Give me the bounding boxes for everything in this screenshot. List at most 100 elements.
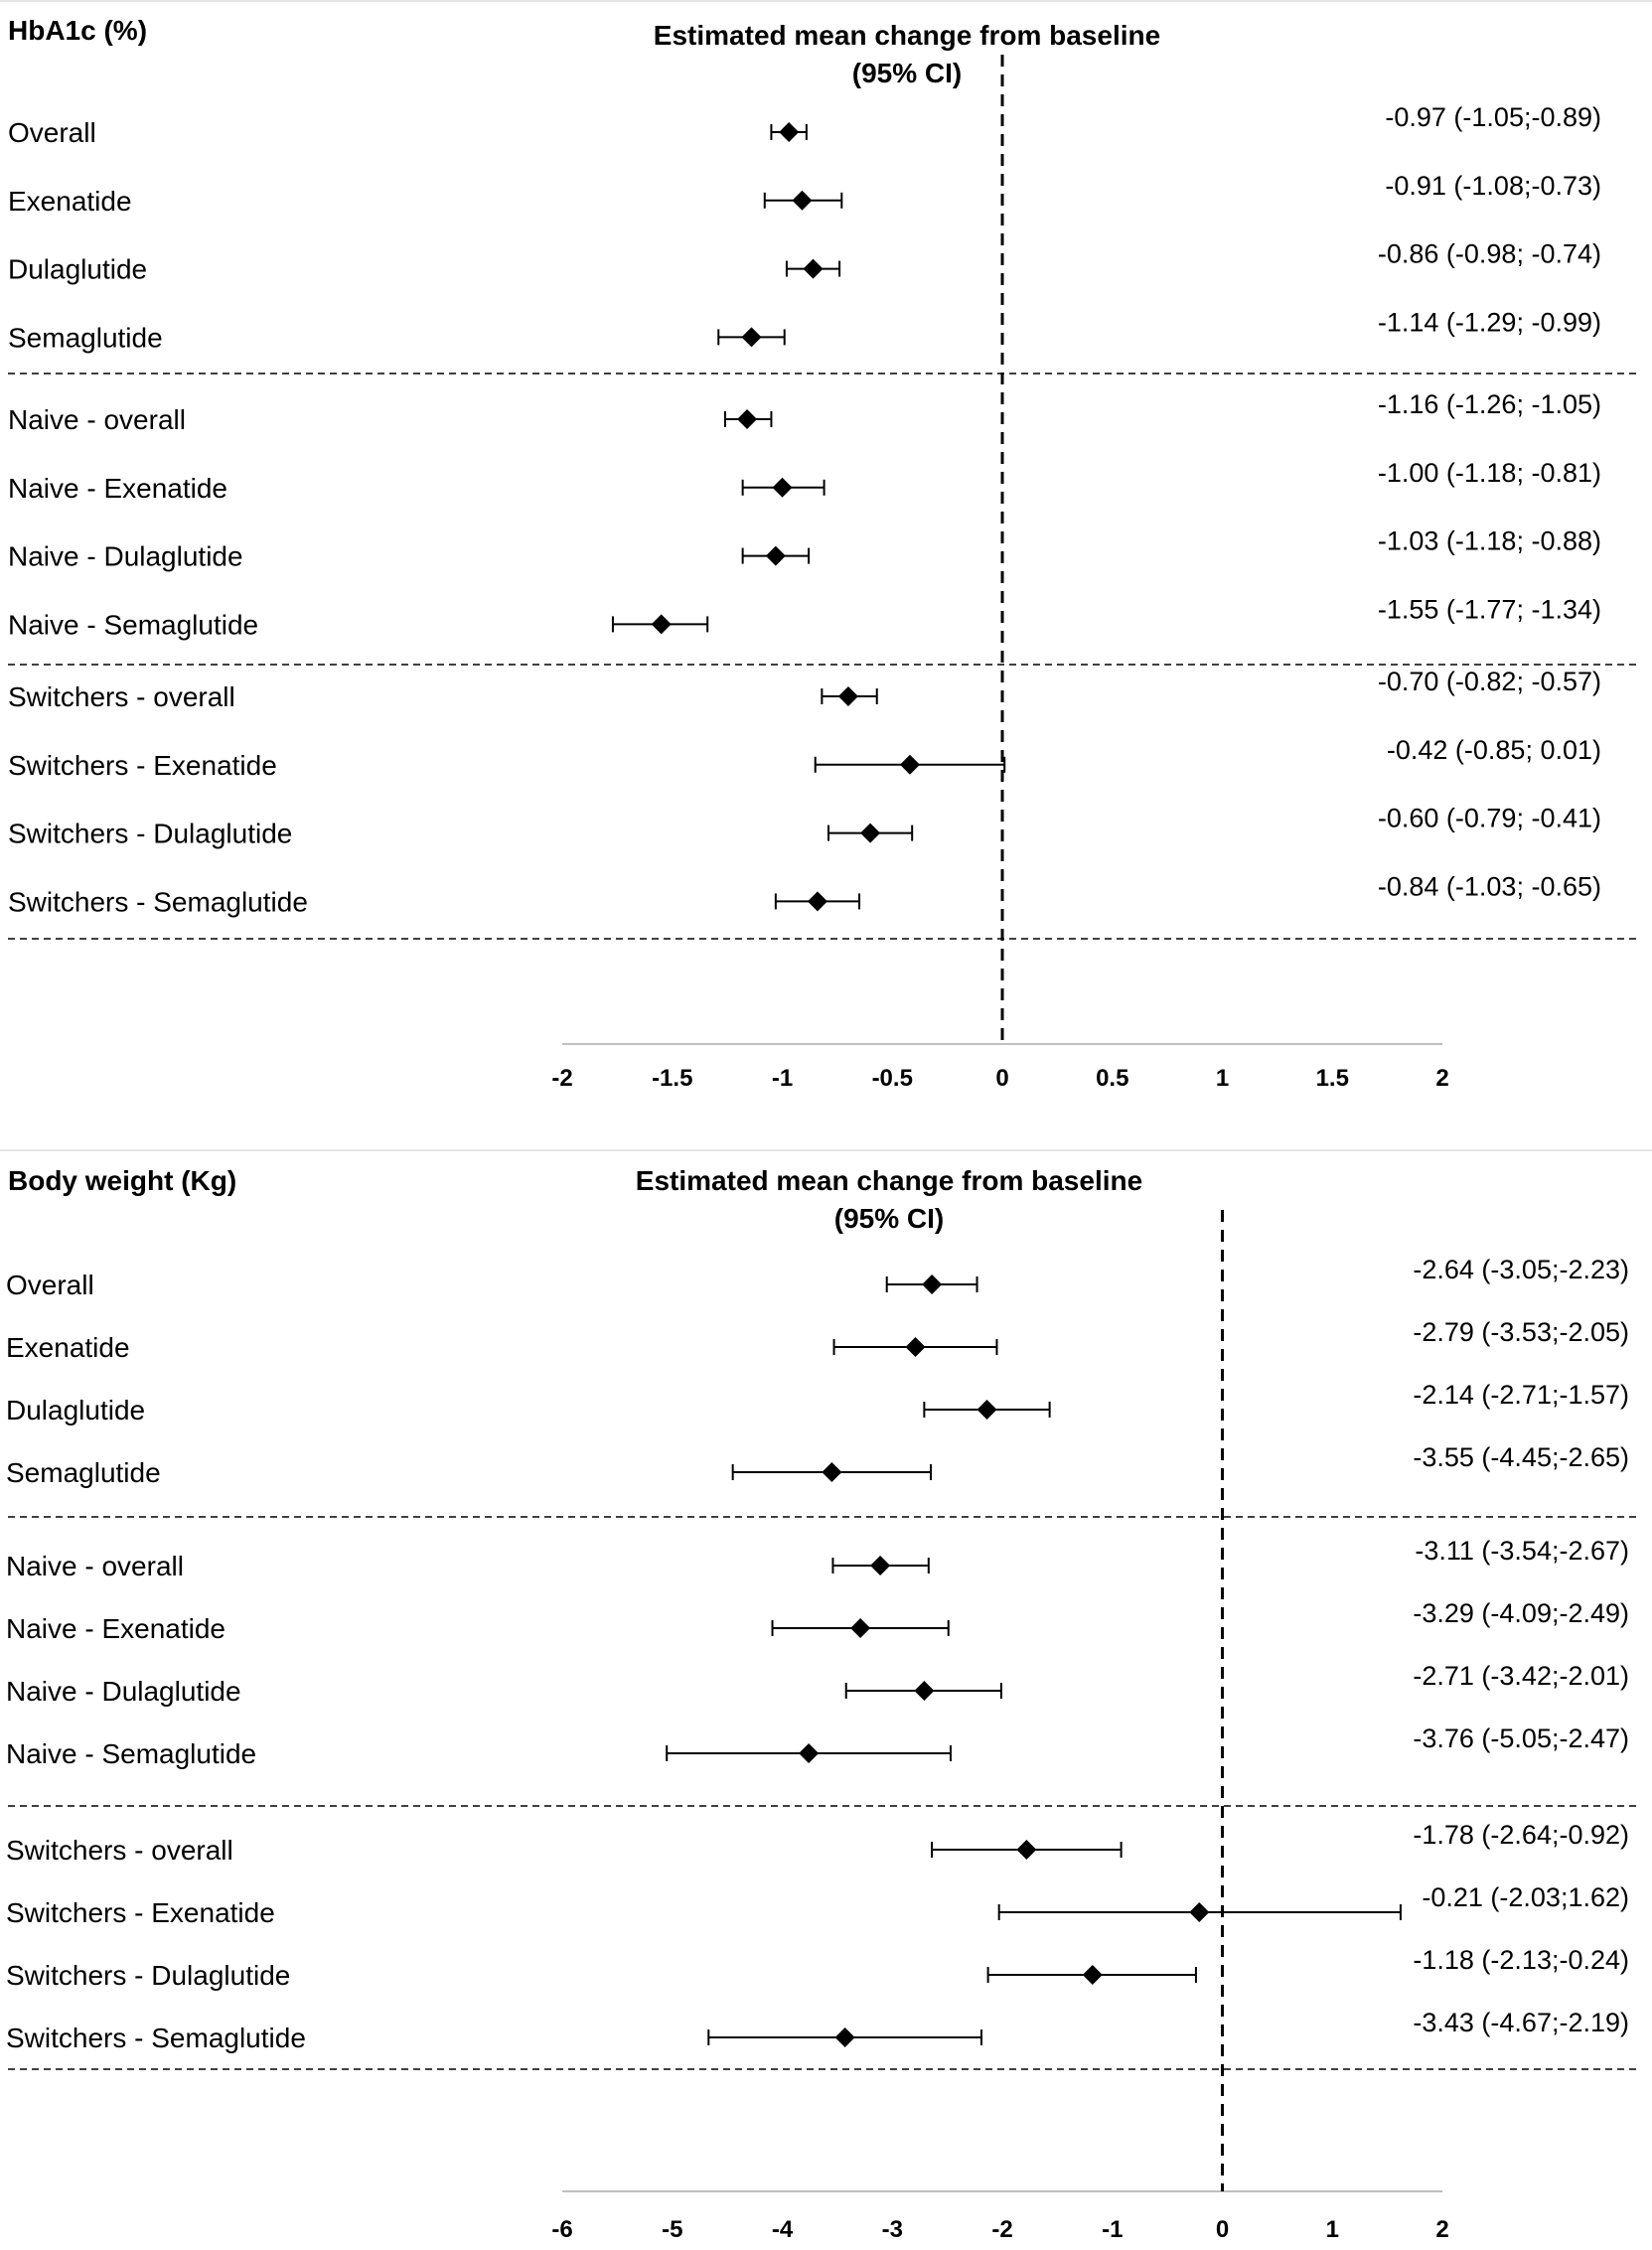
body-weight-x-tick-label: 1 xyxy=(1326,2216,1339,2243)
row-estimate-text: -0.91 (-1.08;-0.73) xyxy=(1385,171,1601,201)
row-label: Naive - Semaglutide xyxy=(6,1738,256,1769)
row-label: Naive - overall xyxy=(8,404,186,435)
body-weight-x-tick-label: 0 xyxy=(1216,2216,1229,2243)
estimate-diamond-marker xyxy=(792,190,813,211)
row-label: Naive - Dulaglutide xyxy=(6,1676,241,1707)
row-estimate-text: -2.14 (-2.71;-1.57) xyxy=(1413,1380,1629,1410)
row-label: Overall xyxy=(8,117,96,148)
estimate-diamond-marker xyxy=(870,1556,891,1575)
body-weight-x-tick-label: -5 xyxy=(662,2216,682,2243)
row-label: Exenatide xyxy=(6,1332,130,1363)
row-estimate-text: -3.55 (-4.45;-2.65) xyxy=(1413,1442,1629,1472)
hba1c-forest-row: Naive - Exenatide -1.00 (-1.18; -0.81) xyxy=(8,458,1601,504)
estimate-diamond-marker xyxy=(899,754,920,775)
hba1c-panel-title: HbA1c (%) xyxy=(8,15,147,46)
estimate-diamond-marker xyxy=(976,1400,997,1420)
panel-top-border xyxy=(0,0,1652,2)
body-weight-forest-row: Naive - Dulaglutide -2.71 (-3.42;-2.01) xyxy=(6,1661,1629,1707)
body-weight-forest-row: Switchers - Exenatide -0.21 (-2.03;1.62) xyxy=(6,1882,1629,1928)
hba1c-forest-row: Semaglutide -1.14 (-1.29; -0.99) xyxy=(8,307,1601,353)
body-weight-forest-panel: Body weight (Kg) Estimated mean change f… xyxy=(6,1165,1639,2243)
estimate-diamond-marker xyxy=(765,545,786,566)
body-weight-panel-title: Body weight (Kg) xyxy=(8,1165,236,1196)
body-weight-forest-row: Naive - Exenatide -3.29 (-4.09;-2.49) xyxy=(6,1598,1629,1644)
estimate-diamond-marker xyxy=(905,1337,926,1357)
body-weight-title-line1: Estimated mean change from baseline xyxy=(636,1165,1142,1196)
hba1c-forest-panel: HbA1c (%) Estimated mean change from bas… xyxy=(8,15,1639,1092)
row-label: Naive - Exenatide xyxy=(6,1613,225,1644)
row-estimate-text: -2.79 (-3.53;-2.05) xyxy=(1413,1317,1629,1347)
hba1c-forest-row: Switchers - Dulaglutide -0.60 (-0.79; -0.… xyxy=(8,804,1601,849)
hba1c-x-tick-label: -1.5 xyxy=(652,1065,692,1092)
row-label: Switchers - Dulaglutide xyxy=(8,819,292,849)
estimate-diamond-marker xyxy=(737,409,758,429)
hba1c-forest-row: Dulaglutide -0.86 (-0.98; -0.74) xyxy=(8,239,1601,285)
estimate-diamond-marker xyxy=(1082,1965,1103,1985)
hba1c-x-tick-label: -1 xyxy=(772,1065,793,1092)
row-label: Switchers - Semaglutide xyxy=(6,2023,306,2053)
row-estimate-text: -3.11 (-3.54;-2.67) xyxy=(1415,1536,1629,1566)
body-weight-x-tick-label: -2 xyxy=(991,2216,1012,2243)
row-estimate-text: -0.21 (-2.03;1.62) xyxy=(1422,1882,1629,1912)
row-label: Exenatide xyxy=(8,186,132,217)
estimate-diamond-marker xyxy=(799,1743,820,1763)
estimate-diamond-marker xyxy=(850,1618,871,1638)
estimate-diamond-marker xyxy=(834,2027,855,2047)
body-weight-forest-row: Exenatide -2.79 (-3.53;-2.05) xyxy=(6,1317,1629,1363)
body-weight-forest-row: Semaglutide -3.55 (-4.45;-2.65) xyxy=(6,1442,1629,1488)
row-label: Naive - overall xyxy=(6,1551,184,1581)
estimate-diamond-marker xyxy=(772,477,793,498)
estimate-diamond-marker xyxy=(822,1462,842,1482)
hba1c-x-tick-label: -0.5 xyxy=(872,1065,913,1092)
body-weight-forest-row: Dulaglutide -2.14 (-2.71;-1.57) xyxy=(6,1380,1629,1425)
hba1c-x-tick-label: 0 xyxy=(995,1065,1008,1092)
row-estimate-text: -3.76 (-5.05;-2.47) xyxy=(1413,1724,1629,1753)
hba1c-x-tick-label: 1.5 xyxy=(1316,1065,1349,1092)
body-weight-title-line2: (95% CI) xyxy=(834,1203,944,1234)
row-estimate-text: -0.42 (-0.85; 0.01) xyxy=(1387,735,1601,765)
row-label: Naive - Semaglutide xyxy=(8,609,258,640)
body-weight-forest-row: Switchers - Semaglutide -3.43 (-4.67;-2.1… xyxy=(6,2008,1629,2053)
estimate-diamond-marker xyxy=(779,122,800,142)
body-weight-x-tick-label: -3 xyxy=(882,2216,903,2243)
estimate-diamond-marker xyxy=(807,891,827,912)
row-estimate-text: -0.84 (-1.03; -0.65) xyxy=(1378,871,1601,901)
body-weight-forest-row: Overall -2.64 (-3.05;-2.23) xyxy=(6,1255,1629,1300)
hba1c-title-line2: (95% CI) xyxy=(852,58,962,88)
estimate-diamond-marker xyxy=(922,1275,943,1294)
estimate-diamond-marker xyxy=(837,686,858,706)
row-estimate-text: -0.86 (-0.98; -0.74) xyxy=(1378,239,1601,269)
row-label: Dulaglutide xyxy=(6,1395,145,1425)
hba1c-x-tick-label: 0.5 xyxy=(1096,1065,1128,1092)
hba1c-forest-row: Switchers - overall -0.70 (-0.82; -0.57) xyxy=(8,667,1601,712)
hba1c-title-line1: Estimated mean change from baseline xyxy=(654,20,1160,51)
row-label: Naive - Exenatide xyxy=(8,473,227,504)
row-label: Switchers - Exenatide xyxy=(6,1897,275,1928)
panel-divider xyxy=(0,1149,1652,1151)
hba1c-x-tick-label: 1 xyxy=(1216,1065,1229,1092)
body-weight-forest-row: Switchers - overall -1.78 (-2.64;-0.92) xyxy=(6,1820,1629,1866)
body-weight-x-tick-label: -6 xyxy=(551,2216,572,2243)
row-estimate-text: -1.14 (-1.29; -0.99) xyxy=(1378,307,1601,337)
body-weight-forest-row: Naive - Semaglutide -3.76 (-5.05;-2.47) xyxy=(6,1724,1629,1769)
row-label: Switchers - Semaglutide xyxy=(8,886,308,917)
estimate-diamond-marker xyxy=(651,614,672,635)
row-estimate-text: -0.60 (-0.79; -0.41) xyxy=(1378,804,1601,833)
hba1c-x-tick-label: 2 xyxy=(1435,1065,1448,1092)
row-estimate-text: -2.71 (-3.42;-2.01) xyxy=(1413,1661,1629,1691)
hba1c-forest-row: Exenatide -0.91 (-1.08;-0.73) xyxy=(8,171,1601,217)
hba1c-forest-row: Switchers - Exenatide -0.42 (-0.85; 0.01) xyxy=(8,735,1601,781)
body-weight-x-tick-label: -4 xyxy=(772,2216,794,2243)
row-label: Switchers - Exenatide xyxy=(8,750,277,781)
row-estimate-text: -1.78 (-2.64;-0.92) xyxy=(1413,1820,1629,1850)
row-label: Switchers - overall xyxy=(6,1835,233,1866)
row-estimate-text: -1.00 (-1.18; -0.81) xyxy=(1378,458,1601,488)
row-label: Naive - Dulaglutide xyxy=(8,541,243,572)
hba1c-forest-row: Naive - overall -1.16 (-1.26; -1.05) xyxy=(8,389,1601,435)
body-weight-x-tick-label: -1 xyxy=(1102,2216,1123,2243)
row-label: Switchers - overall xyxy=(8,681,235,712)
body-weight-x-tick-label: 2 xyxy=(1435,2216,1448,2243)
hba1c-forest-row: Overall -0.97 (-1.05;-0.89) xyxy=(8,102,1601,148)
row-estimate-text: -3.29 (-4.09;-2.49) xyxy=(1413,1598,1629,1628)
